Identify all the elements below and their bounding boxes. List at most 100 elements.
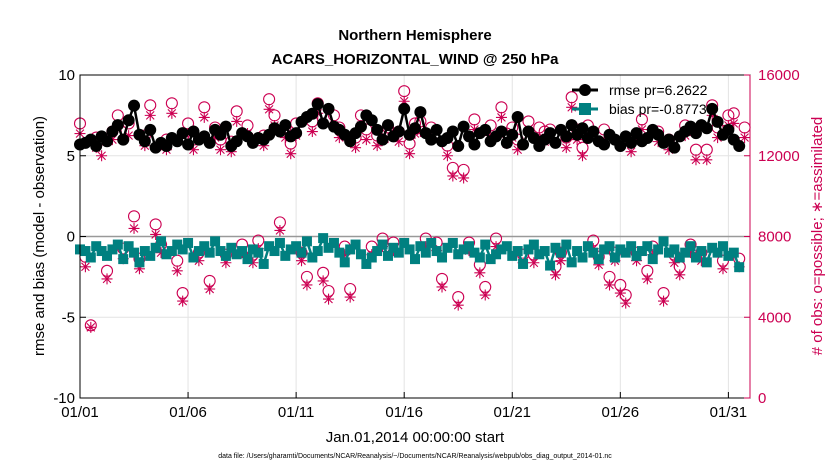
bias-point-106 (647, 254, 658, 265)
bias-point-20 (183, 237, 194, 248)
bias-point-96 (593, 254, 604, 265)
possible-point-10 (127, 210, 141, 223)
assimilated-point-4 (96, 150, 108, 162)
assimilated-point-53 (360, 134, 372, 146)
assimilated-point-55 (371, 140, 383, 152)
x-tick-label-6: 01/31 (710, 404, 748, 421)
bias-point-93 (577, 252, 588, 263)
bias-point-13 (145, 250, 156, 261)
rmse-point-65 (425, 133, 438, 146)
assimilated-point-13 (144, 109, 156, 121)
bias-point-46 (323, 242, 334, 253)
left-tick-label-3: -5 (62, 309, 75, 326)
assimilated-point-64 (420, 241, 432, 253)
rmse-point-118 (711, 115, 724, 128)
bias-point-100 (615, 244, 626, 255)
rmse-point-117 (706, 102, 719, 115)
bias-point-33 (253, 247, 264, 258)
bias-point-67 (437, 252, 448, 263)
bias-point-81 (512, 246, 523, 257)
bias-point-97 (599, 244, 610, 255)
assimilated-point-9 (123, 130, 135, 142)
assimilated-point-5 (101, 273, 113, 285)
bias-point-88 (550, 242, 561, 253)
rmse-point-24 (203, 136, 216, 149)
bias-point-1 (80, 246, 91, 257)
bias-point-77 (491, 249, 502, 260)
rmse-point-87 (544, 127, 557, 140)
bias-point-73 (469, 247, 480, 258)
assimilated-point-22 (193, 255, 205, 267)
left-axis-ticks: 10 5 0 -5 -10 (53, 67, 86, 407)
assimilated-point-59 (393, 136, 405, 148)
assimilated-point-105 (641, 273, 653, 285)
rmse-point-63 (414, 106, 427, 119)
bias-point-91 (566, 257, 577, 268)
assimilated-point-21 (187, 144, 199, 156)
left-axis-label: rmse and bias (model - observation) (31, 116, 48, 356)
assimilated-point-77 (490, 241, 502, 253)
assimilated-point-41 (296, 255, 308, 267)
bias-point-27 (220, 250, 231, 261)
rmse-point-44 (311, 98, 324, 111)
assimilated-point-26 (214, 144, 226, 156)
bias-point-36 (269, 246, 280, 257)
bias-point-74 (474, 252, 485, 263)
bias-point-110 (669, 244, 680, 255)
rmse-point-81 (511, 110, 524, 123)
assimilated-point-90 (560, 142, 572, 154)
right-axis-label: # of obs: o=possible; ∗=assimilated (809, 117, 826, 356)
bias-point-5 (102, 250, 113, 261)
rmse-point-120 (722, 123, 735, 136)
bias-point-79 (501, 241, 512, 252)
data-file-footnote: data file: /Users/gharamti/Documents/NCA… (218, 453, 612, 460)
bias-point-89 (555, 247, 566, 258)
left-tick-label-4: -10 (53, 390, 75, 407)
legend: rmse pr=6.2622 bias pr=-0.87739 (572, 82, 715, 117)
bias-point-42 (301, 236, 312, 247)
bias-point-23 (199, 241, 210, 252)
bias-point-41 (296, 247, 307, 258)
assimilated-point-91 (566, 101, 578, 113)
rmse-point-73 (468, 138, 481, 151)
x-tick-label-1: 01/06 (169, 404, 207, 421)
bias-point-45 (318, 233, 329, 244)
assimilated-point-68 (441, 150, 453, 162)
bias-point-84 (528, 239, 539, 250)
assimilated-point-14 (150, 228, 162, 240)
assimilated-point-2 (85, 321, 97, 333)
bias-point-85 (534, 249, 545, 260)
bias-point-122 (734, 262, 745, 273)
bias-point-87 (545, 260, 556, 271)
assimilated-point-43 (306, 126, 318, 138)
bias-point-56 (377, 239, 388, 250)
bias-point-83 (523, 244, 534, 255)
assimilated-point-10 (128, 222, 140, 234)
bias-point-2 (85, 252, 96, 263)
assimilated-point-34 (258, 140, 270, 152)
x-tick-label-3: 01/16 (385, 404, 423, 421)
bias-point-115 (696, 246, 707, 257)
bias-point-32 (247, 244, 258, 255)
rmse-point-95 (587, 125, 600, 138)
rmse-point-75 (479, 123, 492, 136)
rmse-point-27 (219, 120, 232, 133)
assimilated-point-117 (706, 109, 718, 121)
bias-point-40 (291, 241, 302, 252)
legend-rmse-label: rmse pr=6.2622 (609, 82, 708, 98)
bias-point-44 (312, 246, 323, 257)
bias-point-111 (674, 252, 685, 263)
bias-point-24 (204, 247, 215, 258)
bias-point-16 (161, 249, 172, 260)
legend-bias-label: bias pr=-0.87739 (609, 101, 715, 117)
bias-point-92 (572, 246, 583, 257)
assimilated-point-35 (263, 103, 275, 115)
right-axis-ticks: 16000 12000 8000 4000 0 (744, 67, 800, 407)
left-tick-label-2: 0 (67, 229, 75, 246)
right-tick-label-0: 16000 (758, 67, 800, 84)
rmse-point-71 (457, 120, 470, 133)
bias-point-21 (188, 252, 199, 263)
bias-point-53 (361, 258, 372, 269)
assimilated-point-11 (133, 263, 145, 275)
assimilated-point-17 (166, 107, 178, 119)
